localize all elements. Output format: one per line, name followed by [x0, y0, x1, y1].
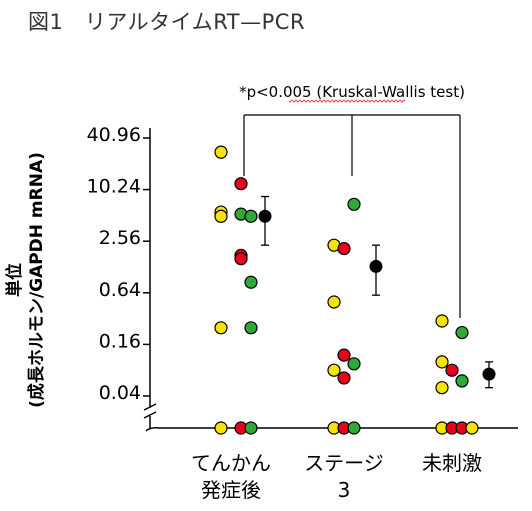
data-point [234, 177, 248, 191]
significance-annotation: *p<0.005 (Kruskal-Wallis test) [239, 83, 465, 101]
mean-marker [369, 259, 383, 273]
axis-break-mark [143, 403, 157, 411]
x-axis-corner [145, 427, 161, 432]
data-point [214, 209, 228, 223]
data-point [435, 314, 449, 328]
x-category-label: てんかん [191, 451, 271, 475]
data-point [337, 348, 351, 362]
data-point [244, 209, 258, 223]
data-point [337, 241, 351, 256]
y-axis: 0.04 0.16 0.64 2.56 10.24 40.96 [87, 124, 157, 428]
data-point [244, 421, 258, 435]
y-axis-label-line2: (成長ホルモン/GAPDH mRNA) [26, 152, 47, 408]
figure-title: 図1 リアルタイムRT—PCR [28, 10, 306, 34]
mean-marker [258, 209, 272, 223]
data-point [445, 363, 459, 377]
data-point [435, 381, 449, 395]
y-tick-label: 0.04 [99, 382, 141, 404]
significance-bracket: *p<0.005 (Kruskal-Wallis test) [239, 83, 465, 318]
data-point [214, 145, 228, 159]
x-category-label-line2: 発症後 [201, 478, 261, 502]
data-point [327, 295, 341, 309]
x-category-label-line2: 3 [338, 478, 351, 502]
x-category-label: 未刺激 [422, 451, 482, 475]
y-tick-label: 2.56 [99, 227, 141, 249]
y-axis-label-line1: 単位 [4, 263, 25, 297]
y-tick-label: 40.96 [87, 124, 141, 146]
mean-marker [482, 367, 496, 381]
data-point [327, 363, 341, 377]
data-point [455, 374, 469, 388]
x-category-label: ステージ [304, 451, 384, 475]
data-point [465, 421, 479, 435]
data-points [214, 145, 479, 435]
data-point [455, 325, 469, 340]
data-point [347, 421, 361, 435]
y-tick-label: 0.64 [99, 279, 141, 301]
data-point [244, 321, 258, 335]
data-point [435, 355, 449, 369]
data-point [337, 371, 351, 385]
data-point [244, 275, 258, 289]
data-point [214, 321, 228, 335]
data-point [214, 421, 228, 435]
data-point [347, 357, 361, 371]
axis-break-mark [143, 411, 157, 419]
data-point [347, 197, 361, 211]
data-point [234, 252, 248, 266]
spellcheck-underline [288, 99, 406, 103]
y-tick-label: 10.24 [87, 176, 141, 198]
y-tick-label: 0.16 [99, 330, 141, 352]
mean-markers [258, 195, 496, 389]
